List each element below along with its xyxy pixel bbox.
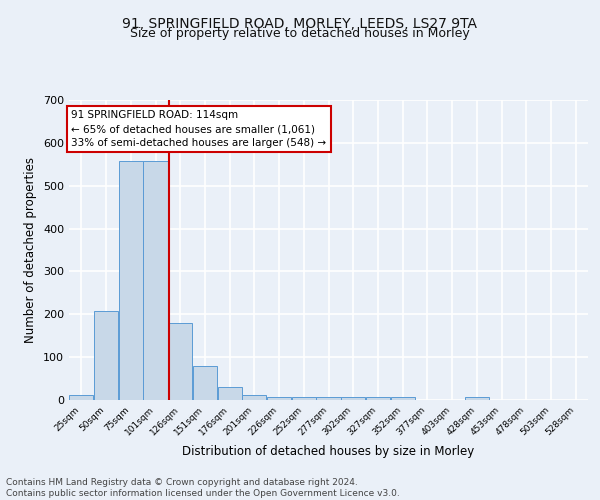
Text: Size of property relative to detached houses in Morley: Size of property relative to detached ho…	[130, 28, 470, 40]
Bar	[292, 397, 316, 400]
Y-axis label: Number of detached properties: Number of detached properties	[25, 157, 37, 343]
Bar	[464, 398, 489, 400]
Bar	[94, 312, 118, 400]
Bar	[143, 162, 167, 400]
Bar	[242, 396, 266, 400]
Text: Contains HM Land Registry data © Crown copyright and database right 2024.
Contai: Contains HM Land Registry data © Crown c…	[6, 478, 400, 498]
Bar	[218, 387, 242, 400]
Bar	[193, 366, 217, 400]
Bar	[168, 323, 193, 400]
Bar	[69, 396, 94, 400]
Bar	[391, 398, 415, 400]
Text: 91 SPRINGFIELD ROAD: 114sqm
← 65% of detached houses are smaller (1,061)
33% of : 91 SPRINGFIELD ROAD: 114sqm ← 65% of det…	[71, 110, 326, 148]
Bar	[366, 398, 390, 400]
Bar	[267, 397, 291, 400]
Bar	[341, 397, 365, 400]
Text: 91, SPRINGFIELD ROAD, MORLEY, LEEDS, LS27 9TA: 91, SPRINGFIELD ROAD, MORLEY, LEEDS, LS2…	[122, 18, 478, 32]
Bar	[316, 397, 341, 400]
Bar	[119, 162, 143, 400]
X-axis label: Distribution of detached houses by size in Morley: Distribution of detached houses by size …	[182, 446, 475, 458]
